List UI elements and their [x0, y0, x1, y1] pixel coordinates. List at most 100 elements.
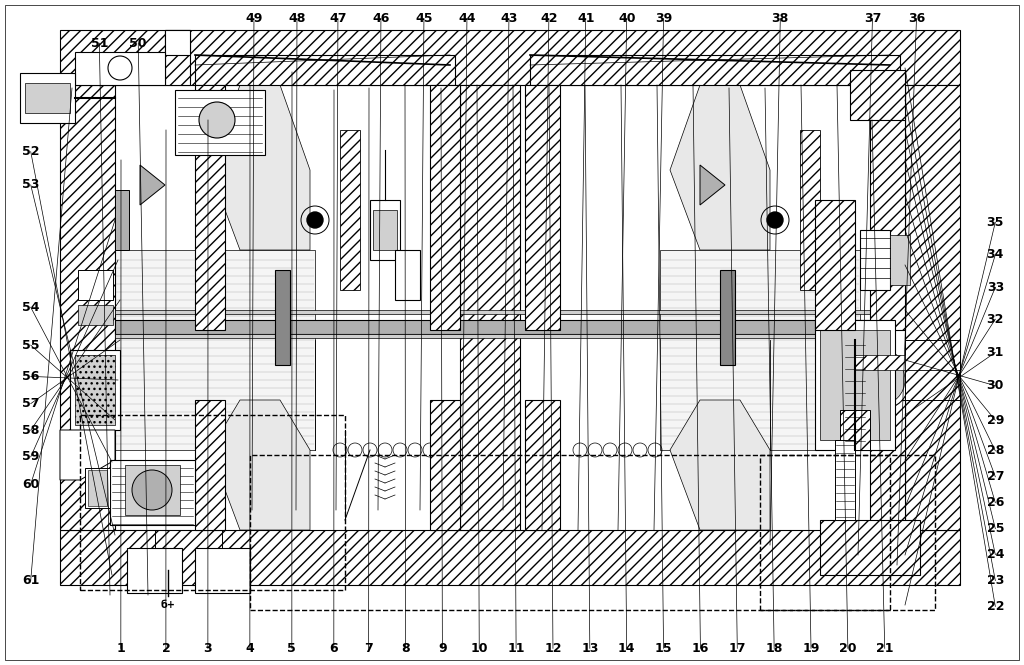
- Text: 40: 40: [617, 12, 636, 25]
- Text: 28: 28: [987, 444, 1004, 458]
- Text: 53: 53: [23, 178, 39, 192]
- Text: 15: 15: [654, 642, 673, 655]
- Bar: [855, 355, 905, 370]
- Text: 12: 12: [544, 642, 562, 655]
- Text: 20: 20: [839, 642, 857, 655]
- Text: 59: 59: [23, 450, 39, 464]
- Bar: [870, 85, 905, 330]
- Text: 25: 25: [986, 522, 1005, 535]
- Polygon shape: [60, 430, 115, 480]
- Text: 44: 44: [458, 12, 476, 25]
- Text: 54: 54: [22, 301, 40, 314]
- Text: 37: 37: [864, 12, 881, 25]
- Text: 30: 30: [987, 379, 1004, 392]
- Text: 13: 13: [582, 642, 598, 655]
- Text: 9: 9: [438, 642, 446, 655]
- Bar: [70, 350, 120, 430]
- Circle shape: [767, 212, 783, 228]
- Text: 29: 29: [987, 414, 1004, 427]
- Polygon shape: [210, 400, 310, 530]
- Text: 51: 51: [90, 37, 109, 50]
- Bar: [175, 90, 265, 155]
- Bar: [60, 85, 115, 530]
- Bar: [820, 330, 890, 440]
- Bar: [430, 85, 460, 330]
- Text: 14: 14: [617, 642, 636, 655]
- Bar: [660, 250, 860, 450]
- Bar: [840, 410, 870, 450]
- Text: 23: 23: [987, 574, 1004, 587]
- Bar: [760, 455, 935, 610]
- Text: 11: 11: [507, 642, 525, 655]
- Polygon shape: [140, 165, 165, 205]
- Text: 6: 6: [330, 642, 338, 655]
- Text: 10: 10: [470, 642, 488, 655]
- Bar: [850, 70, 905, 120]
- Bar: [835, 440, 855, 520]
- Bar: [460, 85, 520, 530]
- Text: 46: 46: [373, 12, 389, 25]
- Bar: [125, 465, 180, 515]
- Text: 4: 4: [246, 642, 254, 655]
- Bar: [75, 355, 115, 425]
- Bar: [525, 85, 560, 330]
- Bar: [60, 30, 961, 85]
- Bar: [127, 548, 182, 593]
- Text: б+: б+: [161, 600, 175, 610]
- Bar: [395, 250, 420, 300]
- Bar: [88, 470, 106, 506]
- Bar: [115, 250, 315, 450]
- Bar: [195, 400, 225, 530]
- Bar: [78, 270, 113, 300]
- Bar: [430, 400, 460, 530]
- Text: 45: 45: [415, 12, 433, 25]
- Text: 50: 50: [129, 37, 147, 50]
- Text: 35: 35: [987, 215, 1004, 229]
- Bar: [20, 73, 75, 123]
- Bar: [115, 190, 129, 250]
- Bar: [720, 270, 735, 365]
- Polygon shape: [210, 85, 310, 250]
- Text: 48: 48: [289, 12, 305, 25]
- Text: 26: 26: [987, 496, 1004, 509]
- Text: 27: 27: [986, 470, 1005, 483]
- Circle shape: [132, 470, 172, 510]
- Bar: [115, 320, 890, 334]
- Text: 1: 1: [117, 642, 125, 655]
- Text: 3: 3: [204, 642, 212, 655]
- Polygon shape: [670, 400, 770, 530]
- Circle shape: [307, 212, 323, 228]
- Text: 42: 42: [540, 12, 558, 25]
- Text: 36: 36: [908, 12, 925, 25]
- Text: 31: 31: [987, 346, 1004, 359]
- Text: 21: 21: [876, 642, 894, 655]
- Bar: [165, 30, 190, 85]
- Circle shape: [855, 355, 905, 405]
- Bar: [890, 235, 910, 285]
- Bar: [275, 270, 290, 365]
- Text: 49: 49: [246, 12, 262, 25]
- Bar: [75, 52, 165, 85]
- Bar: [530, 55, 900, 85]
- Bar: [78, 305, 113, 325]
- Text: 61: 61: [23, 574, 39, 587]
- Circle shape: [850, 350, 910, 410]
- Text: 33: 33: [987, 281, 1004, 294]
- Text: 43: 43: [501, 12, 517, 25]
- Text: 16: 16: [692, 642, 709, 655]
- Text: 60: 60: [23, 477, 39, 491]
- Bar: [820, 520, 920, 575]
- Bar: [520, 85, 905, 530]
- Bar: [373, 210, 397, 250]
- Bar: [115, 310, 890, 314]
- Bar: [525, 400, 560, 530]
- Bar: [860, 230, 890, 290]
- Bar: [115, 334, 890, 338]
- Bar: [60, 530, 961, 585]
- Bar: [870, 400, 905, 530]
- Bar: [800, 130, 820, 290]
- Bar: [815, 320, 895, 450]
- Text: 5: 5: [288, 642, 296, 655]
- Bar: [195, 548, 250, 593]
- Text: 41: 41: [577, 12, 595, 25]
